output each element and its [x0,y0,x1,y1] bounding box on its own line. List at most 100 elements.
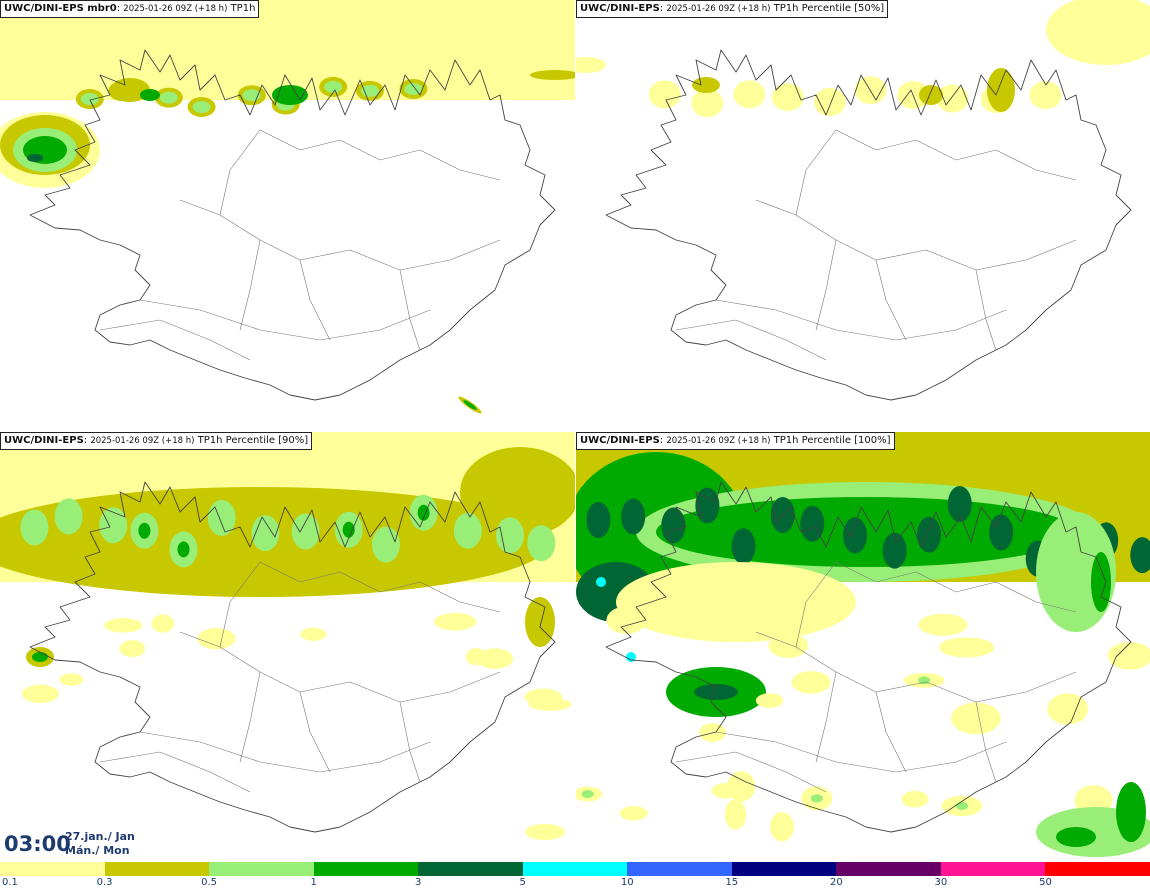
valid-time: 03:00 [4,832,71,856]
legend-label: 30 [934,877,948,888]
precip-area [576,57,606,73]
road-line [975,701,997,783]
precip-area [324,80,343,93]
iceland-coastline [29,49,556,401]
legend-label: 10 [620,877,634,888]
precip-area [138,522,151,539]
panel-title-p100: UWC/DINI-EPS: 2025-01-26 09Z (+18 h) TP1… [576,432,895,450]
road-line [219,561,501,648]
iceland-coastline [605,49,1132,401]
precip-area [596,577,606,587]
road-line [815,671,837,763]
precip-area [360,84,379,97]
panel-title-mbr0: UWC/DINI-EPS mbr0: 2025-01-26 09Z (+18 h… [0,0,260,18]
road-line [815,239,837,331]
precip-area [947,486,972,523]
legend-swatch [522,862,628,876]
map-panel-p100: UWC/DINI-EPS: 2025-01-26 09Z (+18 h) TP1… [576,432,1150,862]
road-line [875,691,907,773]
road-line [675,751,827,793]
precip-area [917,516,942,553]
legend-label: 5 [519,877,526,888]
precip-area [581,790,594,799]
precip-area [342,521,355,538]
road-line [755,631,1077,703]
road-line [99,751,251,793]
precip-area [769,812,794,842]
legend-swatch [0,862,105,876]
map-panel-mbr0: UWC/DINI-EPS mbr0: 2025-01-26 09Z (+18 h… [0,0,575,431]
precip-area [197,628,236,650]
precip-area [936,84,969,113]
precip-area [619,806,648,821]
precip-area [694,684,738,700]
precip-area [463,400,477,410]
precip-area [54,498,83,535]
precip-area [1029,81,1062,110]
precip-area [661,507,686,544]
precip-area [530,70,575,80]
legend-label: 0.3 [96,877,113,888]
precip-area [417,504,430,521]
precip-area [110,78,150,102]
precip-area [207,499,236,536]
precip-area [300,627,327,641]
legend-color-bar [0,862,1150,876]
precip-area [20,509,49,546]
precip-area [987,68,1015,112]
precip-area [460,447,575,537]
panel-title-p50: UWC/DINI-EPS: 2025-01-26 09Z (+18 h) TP1… [576,0,889,18]
precip-area [695,487,720,524]
legend-swatch [104,862,210,876]
legend-swatch [731,862,837,876]
precip-area [882,532,907,569]
road-line [715,731,1007,773]
road-line [219,129,501,216]
precip-area [648,80,681,109]
precip-area [1091,552,1111,612]
precip-area [768,633,809,658]
road-line [179,631,501,703]
precip-area [80,93,99,106]
precip-area [272,85,308,105]
precip-area [119,640,146,658]
legend-label: 0.1 [2,877,18,888]
valid-date: 27.jan./ Jan Mán./ Mon [65,830,135,858]
road-line [875,259,907,341]
precip-area [496,517,525,554]
precip-area [918,613,968,636]
precip-area [404,82,423,95]
precip-area [525,824,565,840]
precip-map-p100 [576,432,1150,857]
legend-swatch [313,862,419,876]
precip-area [1046,0,1150,65]
road-line [795,129,1077,216]
valid-time-box: 03:00 27.jan./ Jan Mán./ Mon [0,827,137,861]
road-line [139,299,431,341]
precip-area [21,684,59,704]
road-line [399,701,421,783]
precip-area [919,85,943,105]
legend-swatch [1045,862,1150,876]
precip-area [951,702,1001,735]
road-line [715,299,1007,341]
precip-area [27,154,43,162]
precip-area [1107,641,1150,670]
precip-area [1056,827,1096,847]
precip-area [1130,537,1150,574]
iceland-coastline [29,481,556,833]
legend-label: 3 [414,877,422,888]
precip-area [192,100,211,113]
road-line [139,731,431,773]
precip-area [177,541,190,558]
precip-area [32,652,48,662]
legend-labels: 0.1 0.3 0.5 1 3 5 10 15 20 30 50 [0,877,1150,891]
precip-area [692,77,720,93]
precip-area [626,652,636,662]
precip-area [465,648,487,666]
precip-area [159,91,178,104]
road-line [239,671,261,763]
road-line [675,319,827,361]
panel-title-p90: UWC/DINI-EPS: 2025-01-26 09Z (+18 h) TP1… [0,432,313,450]
road-line [99,319,251,361]
